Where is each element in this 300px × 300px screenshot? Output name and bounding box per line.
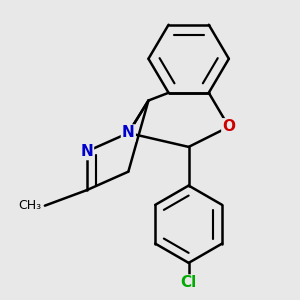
Text: N: N	[80, 144, 93, 159]
Text: Cl: Cl	[181, 275, 197, 290]
Text: O: O	[222, 119, 236, 134]
Text: N: N	[122, 125, 135, 140]
Text: CH₃: CH₃	[19, 199, 42, 212]
